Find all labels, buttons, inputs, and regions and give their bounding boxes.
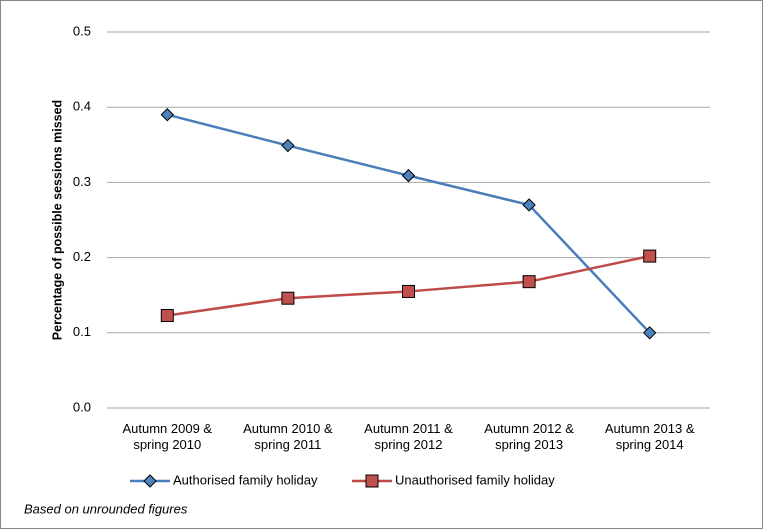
- x-tick-label: Autumn 2012 & spring 2013: [484, 421, 574, 452]
- x-tick-label: Autumn 2009 & spring 2010: [122, 421, 213, 452]
- data-point: [401, 168, 416, 183]
- legend-marker: [143, 474, 157, 488]
- data-point: [522, 275, 536, 289]
- y-axis-label: Percentage of possible sessions missed: [50, 100, 64, 340]
- y-tick-label: 0.5: [73, 23, 91, 38]
- legend-label: Unauthorised family holiday: [395, 472, 555, 487]
- y-tick-label: 0.3: [73, 174, 91, 189]
- legend-label: Authorised family holiday: [173, 472, 318, 487]
- data-point: [643, 249, 657, 263]
- note: Based on unrounded figures: [24, 501, 188, 516]
- legend-marker: [365, 474, 379, 488]
- data-point: [402, 284, 415, 298]
- data-point: [160, 309, 174, 323]
- data-point: [160, 108, 175, 122]
- y-tick-label: 0.4: [73, 99, 91, 114]
- data-point: [281, 291, 295, 305]
- data-point: [642, 326, 657, 340]
- x-tick-label: Autumn 2010 & spring 2011: [243, 421, 333, 452]
- x-tick-label: Autumn 2011 & spring 2012: [364, 421, 453, 452]
- y-tick-label: 0.1: [73, 324, 91, 339]
- y-tick-label: 0.0: [73, 399, 91, 414]
- x-tick-label: Autumn 2013 & spring 2014: [604, 421, 695, 452]
- y-tick-label: 0.2: [73, 249, 91, 264]
- data-point: [281, 138, 295, 153]
- data-point: [522, 198, 536, 212]
